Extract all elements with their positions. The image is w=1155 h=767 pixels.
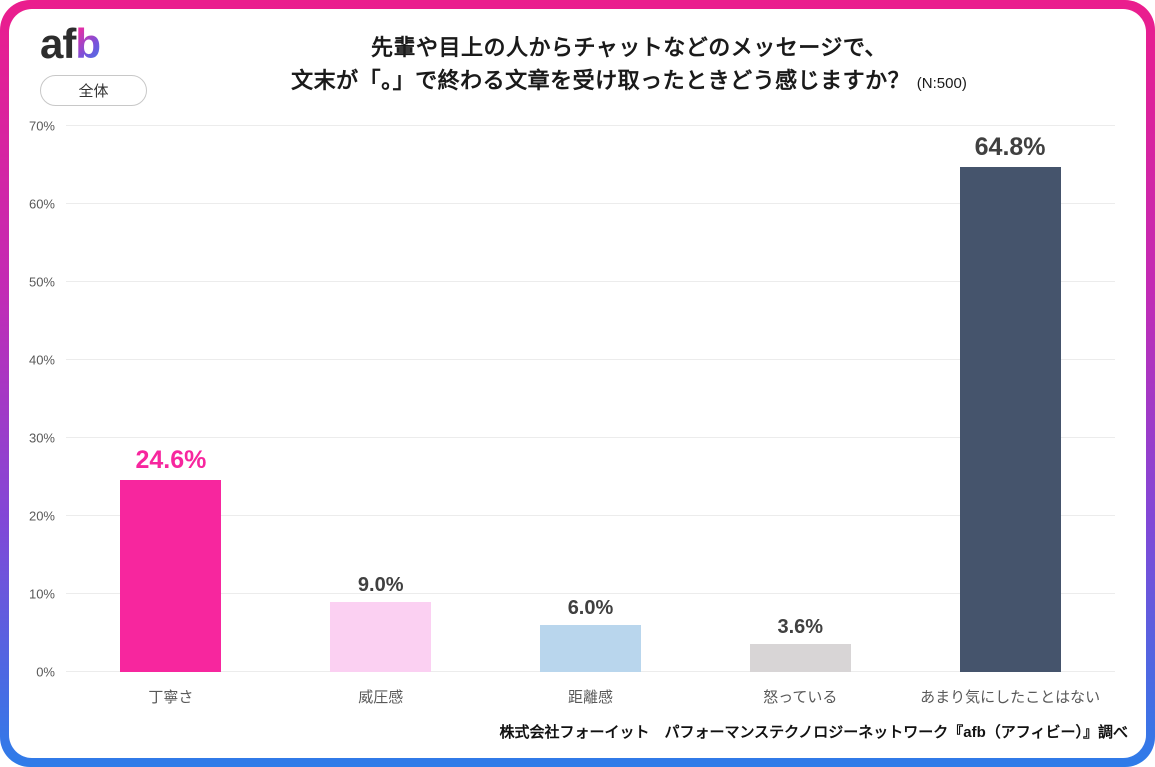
y-axis-tick-label: 30% xyxy=(28,430,55,446)
category-label: 威圧感 xyxy=(358,689,404,706)
source-credit: 株式会社フォーイット パフォーマンステクノロジーネットワーク『afb（アフィビー… xyxy=(499,724,1128,741)
y-axis-tick-label: 40% xyxy=(28,352,55,368)
infographic-card: afb 全体 先輩や目上の人からチャットなどのメッセージで、 文末が「。」で終わ… xyxy=(9,9,1146,758)
bar-value-label: 64.8% xyxy=(974,132,1046,161)
bar-slot: 24.6% xyxy=(66,126,276,672)
scope-badge-label: 全体 xyxy=(78,83,109,100)
category-label: あまり気にしたことはない xyxy=(920,689,1101,706)
sample-size-note: (N:500) xyxy=(916,75,967,92)
gridline xyxy=(66,359,1115,360)
logo-text-b: b xyxy=(75,20,101,67)
bar-0: 24.6% xyxy=(120,446,222,672)
category-label: 距離感 xyxy=(567,689,613,706)
bar-2: 6.0% xyxy=(539,597,641,672)
gridline xyxy=(66,203,1115,204)
y-axis-tick-label: 0% xyxy=(36,664,55,680)
bar-slot: 3.6% xyxy=(695,126,905,672)
page-title-line2-text: 文末が「。」で終わる文章を受け取ったときどう感じますか？ xyxy=(291,68,911,93)
bar-value-label: 6.0% xyxy=(567,597,614,620)
bar-chart: 0% 10% 20% 30% 40% 50% 60% 70% 24.6% 9.0% 6.0% 3.6%… xyxy=(29,119,1115,680)
category-label: 丁寧さ xyxy=(148,689,194,706)
bar-slot: 9.0% xyxy=(276,126,486,672)
plot-area: 0% 10% 20% 30% 40% 50% 60% 70% 24.6% 9.0% 6.0% 3.6%… xyxy=(29,119,1115,680)
y-axis-tick-label: 70% xyxy=(28,118,55,134)
logo-text-af: af xyxy=(40,20,76,67)
bar-slot: 6.0% xyxy=(486,126,696,672)
bar-value-label: 9.0% xyxy=(357,573,404,596)
y-axis-tick-label: 20% xyxy=(28,508,55,524)
gridline xyxy=(66,281,1115,282)
bar-1: 9.0% xyxy=(330,574,432,672)
y-axis-tick-label: 10% xyxy=(28,586,55,602)
gridline xyxy=(66,437,1115,438)
page-title-line2: 文末が「。」で終わる文章を受け取ったときどう感じますか？ (N:500) xyxy=(190,64,1068,97)
bars-container: 24.6% 9.0% 6.0% 3.6% 64.8% xyxy=(66,126,1115,672)
scope-badge: 全体 xyxy=(40,75,147,106)
bar-3: 3.6% xyxy=(749,616,851,672)
header: afb 全体 先輩や目上の人からチャットなどのメッセージで、 文末が「。」で終わ… xyxy=(9,9,1146,106)
gridline xyxy=(66,593,1115,594)
logo-column: afb 全体 xyxy=(9,23,190,106)
afb-logo: afb xyxy=(40,23,190,65)
gridline xyxy=(66,125,1115,126)
bar-slot: 64.8% xyxy=(905,126,1115,672)
bar-value-label: 24.6% xyxy=(135,446,207,475)
gridline xyxy=(66,515,1115,516)
y-axis-tick-label: 60% xyxy=(28,196,55,212)
bar-4: 64.8% xyxy=(959,133,1061,672)
category-label: 怒っている xyxy=(763,689,838,706)
page-title-line1: 先輩や目上の人からチャットなどのメッセージで、 xyxy=(371,35,887,60)
bar-value-label: 3.6% xyxy=(777,615,824,638)
category-labels: 丁寧さ 威圧感 距離感 怒っている あまり気にしたことはない xyxy=(66,686,1115,707)
y-axis-tick-label: 50% xyxy=(28,274,55,290)
title-block: 先輩や目上の人からチャットなどのメッセージで、 文末が「。」で終わる文章を受け取… xyxy=(190,23,1146,106)
